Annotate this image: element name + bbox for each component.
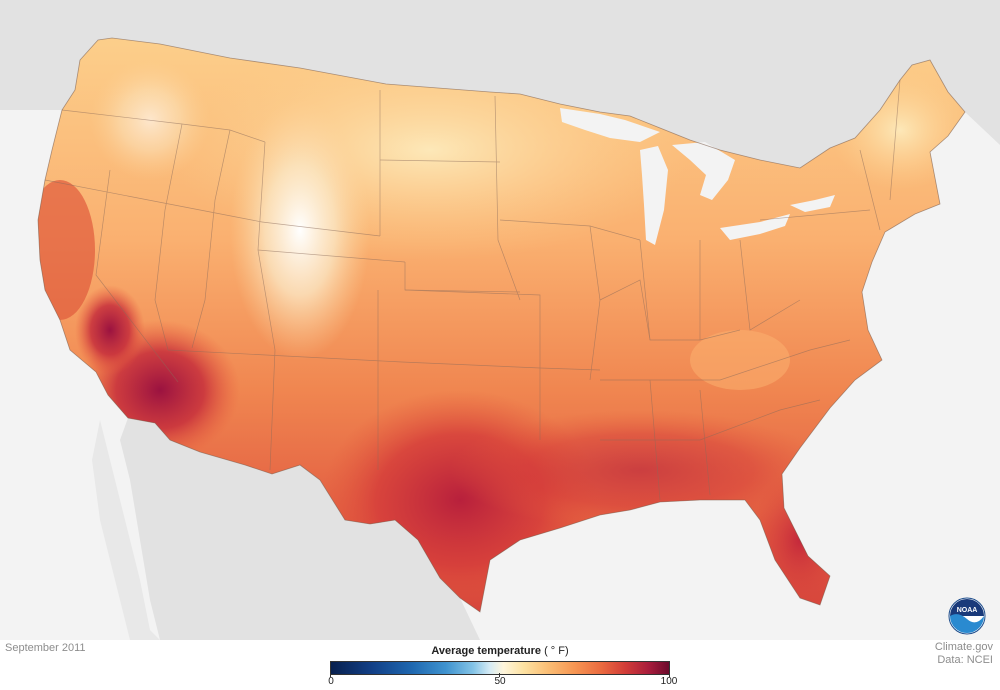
credit-data-source: Data: NCEI — [937, 654, 993, 666]
legend-color-bar — [330, 661, 670, 675]
legend-tickmark-mid — [499, 673, 500, 677]
date-label: September 2011 — [5, 642, 86, 654]
us-outline — [37, 37, 966, 613]
noaa-logo: NOAA — [948, 597, 986, 635]
legend-tick-max: 100 — [660, 676, 678, 687]
legend-tick-mid: 50 — [494, 676, 506, 687]
legend-tickmark-max — [669, 673, 670, 677]
temperature-map — [0, 0, 1000, 640]
map-canvas — [0, 0, 1000, 640]
color-legend: Average temperature ( ° F) 0 50 100 — [328, 643, 677, 689]
legend-title: Average temperature ( ° F) — [330, 645, 670, 657]
great-lakes — [560, 108, 835, 245]
neighboring-land — [0, 0, 1000, 640]
state-borders — [44, 79, 901, 501]
legend-tick-min: 0 — [328, 676, 334, 687]
legend-unit: ( ° F) — [544, 645, 569, 657]
credit-block: Climate.gov Data: NCEI — [935, 641, 993, 667]
legend-tickmark-min — [330, 673, 331, 677]
credit-site[interactable]: Climate.gov — [934, 641, 993, 653]
footer: September 2011 Average temperature ( ° F… — [0, 640, 1000, 690]
legend-title-text: Average temperature — [431, 645, 541, 657]
logo-text: NOAA — [957, 607, 978, 614]
